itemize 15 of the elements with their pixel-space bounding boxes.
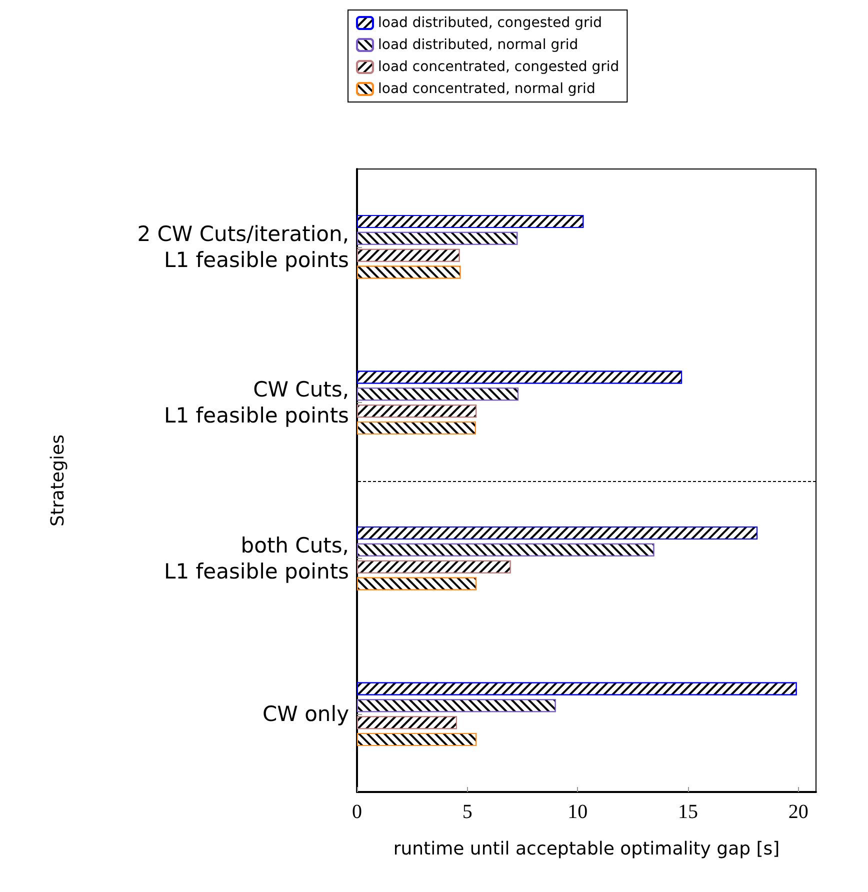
y-axis-title: Strategies [48, 434, 68, 526]
legend-label: load distributed, normal grid [378, 37, 578, 53]
x-tick-label: 5 [462, 801, 472, 823]
legend-label: load distributed, congested grid [378, 15, 602, 31]
x-tick-label: 20 [788, 801, 808, 823]
x-tick-label: 0 [352, 801, 362, 823]
legend-label: load concentrated, normal grid [378, 81, 596, 97]
y-tick-label: CW only [262, 702, 349, 726]
x-tick-label: 10 [568, 801, 588, 823]
y-tick-label: CW Cuts, L1 feasible points [164, 378, 349, 428]
y-tick-label: 2 CW Cuts/iteration, L1 feasible points [137, 222, 349, 272]
x-tick-label: 15 [678, 801, 698, 823]
x-axis-title: runtime until acceptable optimality gap [s] [393, 838, 780, 860]
y-tick-label: both Cuts, L1 feasible points [164, 533, 349, 584]
legend-label: load concentrated, congested grid [378, 59, 620, 75]
